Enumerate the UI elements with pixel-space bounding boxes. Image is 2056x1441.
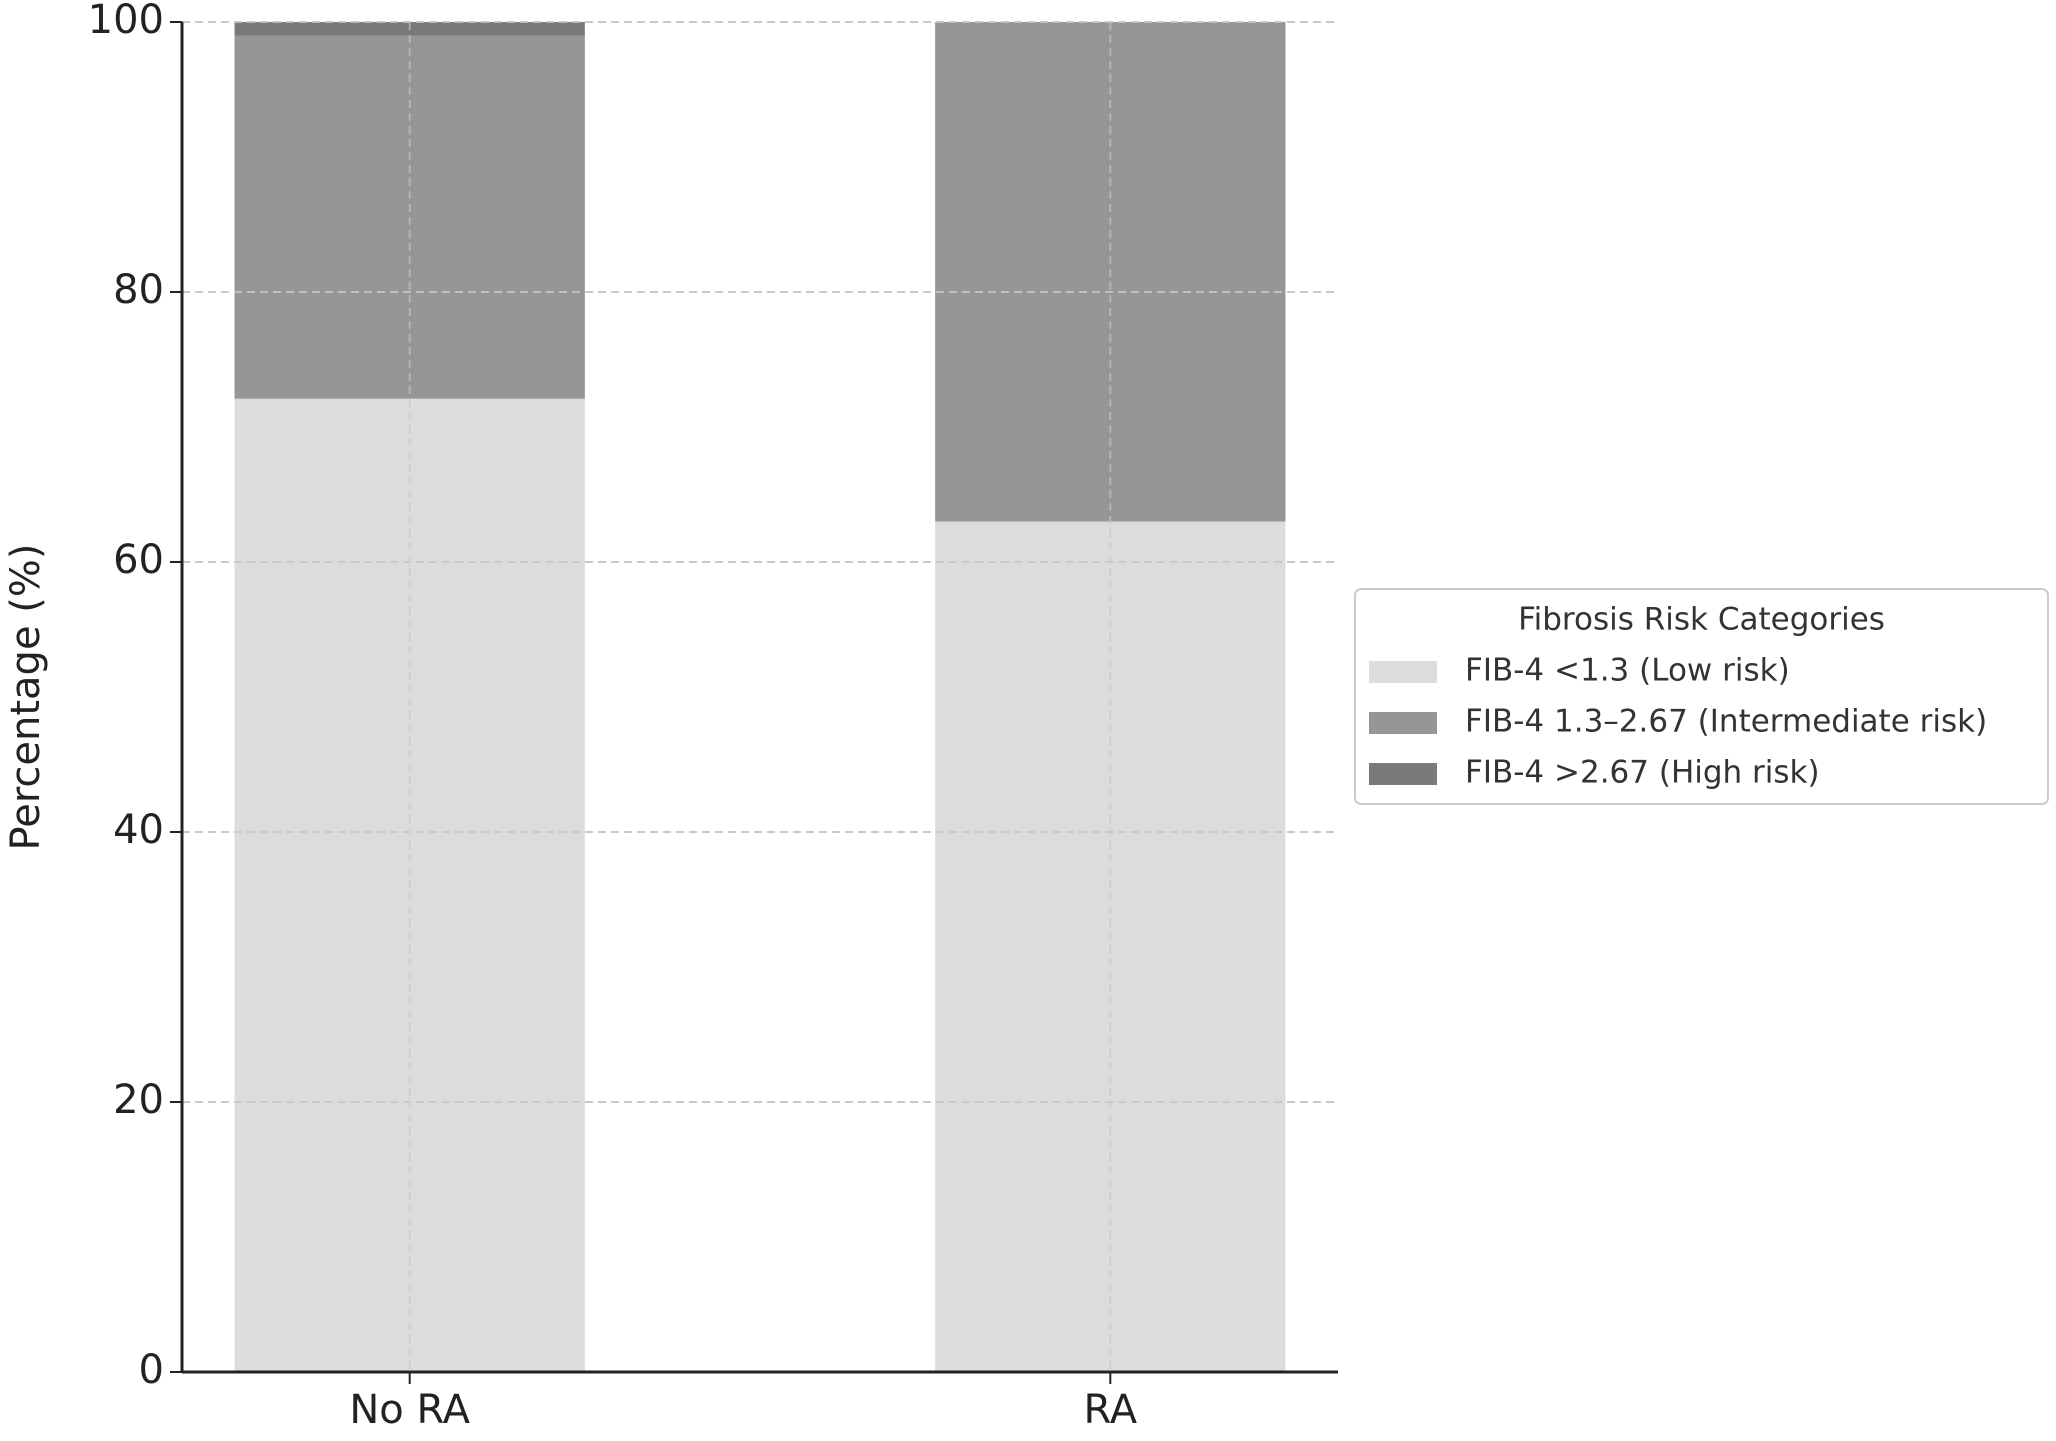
y-tick-label: 60 [113,537,164,583]
x-tick-label: RA [1084,1387,1138,1433]
legend: Fibrosis Risk Categories FIB-4 <1.3 (Low … [1354,588,2049,805]
y-axis-label: Percentage (%) [3,544,49,851]
y-tick-label: 80 [113,267,164,313]
legend-swatch [1369,661,1437,683]
legend-label: FIB-4 1.3–2.67 (Intermediate risk) [1465,704,1987,740]
legend-swatch [1369,763,1437,785]
legend-label: FIB-4 <1.3 (Low risk) [1465,653,1790,689]
legend-title: Fibrosis Risk Categories [1518,602,1885,638]
legend-swatch [1369,712,1437,734]
legend-box [1354,588,2049,805]
y-tick-label: 40 [113,807,164,853]
x-tick-label: No RA [349,1387,470,1433]
y-tick-label: 100 [88,0,164,43]
legend-label: FIB-4 >2.67 (High risk) [1465,755,1820,791]
y-tick-label: 20 [113,1077,164,1123]
y-tick-label: 0 [139,1347,164,1393]
